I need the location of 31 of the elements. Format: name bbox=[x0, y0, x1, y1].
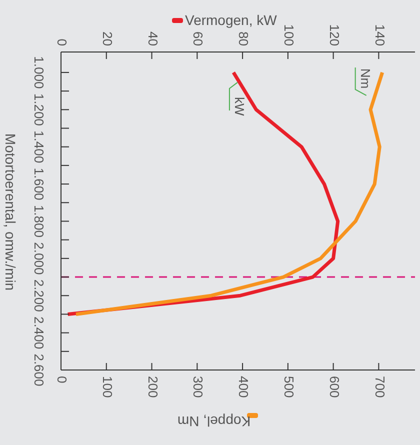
x2-tick-label: 20 bbox=[100, 32, 115, 46]
y-tick-label: 1.800 bbox=[32, 204, 47, 238]
y-tick-label: 2.400 bbox=[32, 316, 47, 350]
y-tick-label: 2.600 bbox=[32, 354, 47, 386]
x2-tick-label: 40 bbox=[145, 32, 160, 46]
x-tick-label: 400 bbox=[236, 376, 252, 398]
x-tick-label: 300 bbox=[190, 376, 206, 398]
x2-tick-label: 0 bbox=[54, 38, 70, 46]
y-tick-label: 2.000 bbox=[32, 242, 47, 275]
x-tick-label: 0 bbox=[54, 376, 70, 384]
x2-tick-label: 100 bbox=[281, 24, 296, 46]
text: Nm bbox=[358, 68, 373, 89]
y-tick-label: 1.600 bbox=[32, 168, 47, 200]
x-tick-label: 700 bbox=[372, 376, 388, 398]
x-tick-label: 200 bbox=[145, 376, 160, 398]
line-series bbox=[74, 70, 384, 316]
y-tick-label: 2.200 bbox=[32, 279, 47, 312]
x-tick-label: 100 bbox=[100, 376, 115, 398]
x-tick-label: 600 bbox=[326, 376, 342, 398]
x-tick-label: 500 bbox=[281, 376, 296, 398]
x2-axis-title: Vermogen, kW bbox=[185, 12, 278, 28]
x2-tick-label: 60 bbox=[190, 32, 206, 46]
y-axis-title: Motortoerental, omw./min bbox=[2, 133, 18, 291]
text: kW bbox=[232, 97, 248, 117]
y-tick-label: 1.000 bbox=[32, 56, 47, 89]
y-tick-label: 1.200 bbox=[32, 93, 47, 126]
x2-tick-label: 140 bbox=[372, 24, 388, 46]
y-tick-label: 1.400 bbox=[32, 130, 47, 164]
x2-tick-label: 120 bbox=[326, 24, 342, 46]
x2-tick-label: 80 bbox=[236, 32, 252, 46]
x-axis-title: Koppel, Nm bbox=[177, 413, 251, 430]
